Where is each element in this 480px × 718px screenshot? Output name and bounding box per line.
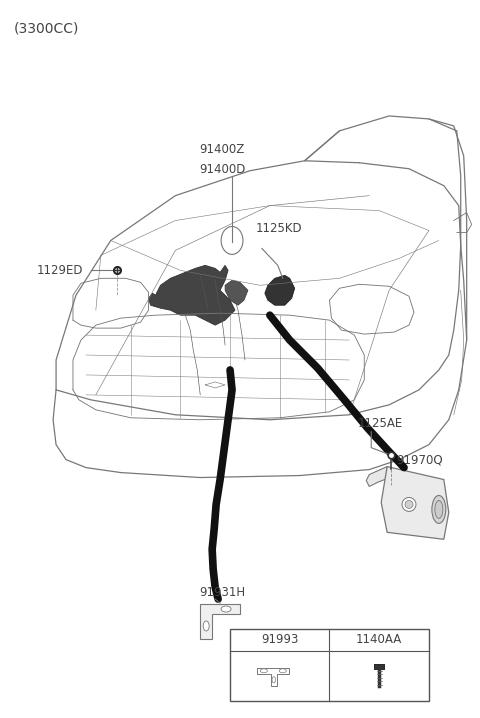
Text: 91931H: 91931H: [199, 586, 245, 599]
Text: 91400Z: 91400Z: [200, 143, 245, 156]
Text: 91993: 91993: [261, 633, 299, 646]
Text: 1140AA: 1140AA: [356, 633, 402, 646]
Ellipse shape: [272, 677, 276, 683]
Text: 1129ED: 1129ED: [36, 264, 83, 277]
Polygon shape: [200, 604, 240, 639]
Polygon shape: [381, 467, 449, 539]
Polygon shape: [265, 275, 295, 305]
Polygon shape: [374, 664, 384, 668]
Polygon shape: [225, 280, 248, 305]
Polygon shape: [257, 668, 288, 686]
Text: 91400D: 91400D: [199, 163, 245, 176]
Ellipse shape: [279, 668, 286, 673]
Ellipse shape: [221, 606, 231, 612]
Circle shape: [405, 500, 413, 508]
Bar: [230, 629, 429, 701]
Polygon shape: [366, 467, 387, 487]
Circle shape: [402, 498, 416, 511]
Text: 1125AE: 1125AE: [357, 416, 403, 430]
Ellipse shape: [260, 668, 267, 673]
Ellipse shape: [435, 500, 443, 518]
Ellipse shape: [432, 495, 446, 523]
Text: (3300CC): (3300CC): [13, 22, 79, 35]
Text: 91970Q: 91970Q: [396, 453, 443, 466]
Polygon shape: [148, 266, 235, 325]
Text: 1125KD: 1125KD: [256, 223, 302, 236]
Ellipse shape: [203, 621, 209, 631]
